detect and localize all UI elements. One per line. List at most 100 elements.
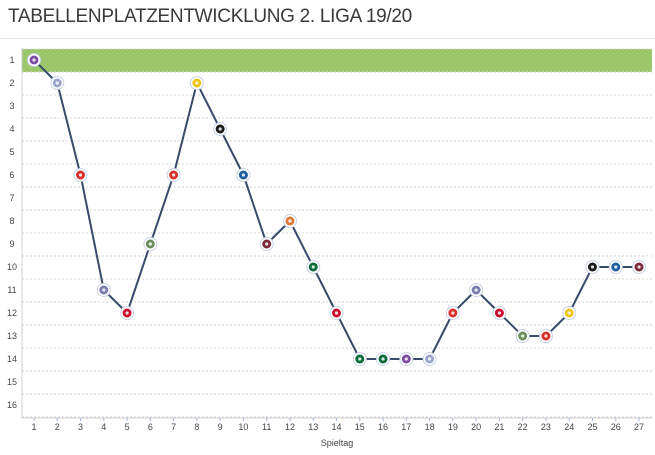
grid-layer: [21, 48, 652, 419]
data-point: [492, 306, 507, 320]
x-tick-label: 12: [285, 422, 295, 432]
y-tick-label: 15: [7, 377, 17, 387]
club-badge-center: [265, 242, 269, 246]
y-tick-label: 11: [7, 285, 16, 295]
club-badge-center: [311, 265, 315, 269]
data-point: [96, 283, 111, 297]
club-badge-center: [55, 81, 59, 85]
x-tick-label: 25: [587, 422, 597, 432]
data-point: [259, 237, 274, 251]
x-tick-label: 16: [378, 422, 388, 432]
data-point: [538, 329, 553, 343]
data-point: [469, 283, 484, 297]
chart-title: TABELLENPLATZENTWICKLUNG 2. LIGA 19/20: [8, 6, 412, 27]
club-badge-center: [451, 311, 455, 315]
x-tick-label: 3: [78, 422, 83, 432]
data-point: [189, 76, 204, 90]
x-tick-label: 22: [518, 422, 528, 432]
data-point: [562, 306, 577, 320]
y-tick-label: 4: [9, 124, 14, 134]
club-badge-center: [521, 334, 525, 338]
club-badge-center: [544, 334, 548, 338]
y-tick-label: 3: [9, 101, 14, 111]
x-tick-label: 18: [425, 422, 435, 432]
data-point: [376, 352, 391, 366]
title-divider: [0, 38, 655, 39]
x-tick-label: 9: [218, 422, 223, 432]
data-point: [236, 168, 251, 182]
x-tick-label: 24: [564, 422, 574, 432]
data-point: [213, 122, 228, 136]
data-point: [352, 352, 367, 366]
y-tick-label: 10: [7, 262, 17, 272]
x-tick-label: 1: [31, 422, 36, 432]
y-tick-label: 6: [9, 170, 14, 180]
club-badge-center: [102, 288, 106, 292]
x-tick-label: 13: [308, 422, 318, 432]
x-tick-label: 19: [448, 422, 458, 432]
y-tick-label: 12: [7, 308, 17, 318]
y-tick-label: 16: [7, 400, 17, 410]
club-badge-center: [637, 265, 641, 269]
club-badge-center: [614, 265, 618, 269]
y-tick-label: 9: [9, 239, 14, 249]
club-badge-center: [195, 81, 199, 85]
x-tick-label: 15: [355, 422, 365, 432]
data-point: [422, 352, 437, 366]
club-badge-center: [497, 311, 501, 315]
club-badge-center: [125, 311, 129, 315]
x-tick-label: 27: [634, 422, 644, 432]
data-point: [282, 214, 297, 228]
y-tick-label: 1: [9, 55, 14, 65]
data-point: [50, 76, 65, 90]
club-badge-center: [358, 357, 362, 361]
club-badge-center: [590, 265, 595, 269]
data-point: [515, 329, 530, 343]
club-badge-center: [381, 357, 385, 361]
x-tick-label: 20: [471, 422, 481, 432]
y-tick-label: 8: [9, 216, 14, 226]
data-point: [120, 306, 135, 320]
data-point: [632, 260, 647, 274]
y-tick-label: 2: [9, 78, 14, 88]
x-axis-label: Spieltag: [321, 438, 354, 448]
data-point: [166, 168, 181, 182]
club-badge-center: [78, 173, 83, 177]
x-tick-label: 5: [125, 422, 130, 432]
club-badge-center: [218, 127, 222, 131]
x-tick-label: 2: [55, 422, 60, 432]
y-tick-label: 5: [9, 147, 14, 157]
data-point: [329, 306, 344, 320]
x-tick-label: 23: [541, 422, 551, 432]
x-tick-label: 26: [611, 422, 621, 432]
club-badge-center: [172, 173, 176, 177]
x-tick-label: 10: [238, 422, 248, 432]
club-badge-center: [474, 288, 478, 292]
club-badge-center: [288, 219, 292, 223]
leader-band: [22, 49, 652, 72]
data-point: [585, 260, 600, 274]
x-tick-label: 7: [171, 422, 176, 432]
y-tick-label: 14: [7, 354, 17, 364]
x-tick-label: 8: [194, 422, 199, 432]
club-badge-center: [148, 242, 152, 246]
data-point-layer: [27, 53, 647, 366]
highlight-band-layer: [22, 49, 652, 72]
data-point: [27, 53, 41, 67]
x-tick-label: 14: [332, 422, 342, 432]
x-tick-label: 6: [148, 422, 153, 432]
data-point: [143, 237, 158, 251]
club-badge-center: [334, 311, 339, 315]
y-tick-label: 13: [7, 331, 17, 341]
club-badge-center: [241, 173, 246, 177]
data-point: [306, 260, 321, 274]
club-badge-center: [427, 357, 432, 361]
data-point: [73, 168, 88, 182]
data-point: [608, 260, 623, 274]
x-tick-label: 11: [262, 422, 271, 432]
club-badge-center: [32, 58, 36, 62]
club-badge-center: [567, 311, 571, 315]
x-tick-label: 21: [494, 422, 504, 432]
